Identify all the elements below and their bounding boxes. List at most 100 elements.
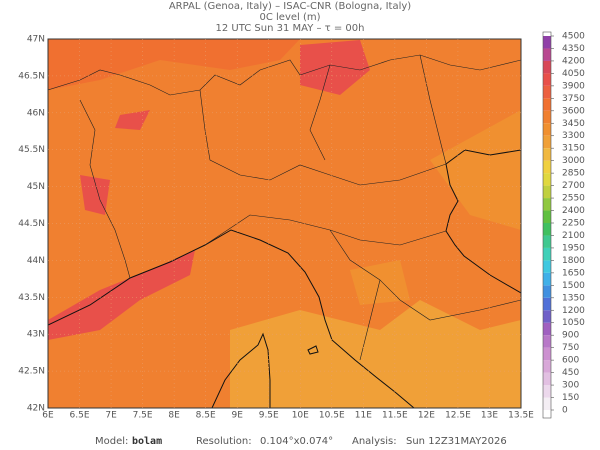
colorbar-label: 4050 (562, 69, 585, 79)
colorbar-swatch (543, 272, 551, 286)
colorbar-swatch (543, 397, 551, 410)
border (309, 54, 447, 165)
footer-value: Sun 12Z31MAY2026 (406, 436, 507, 447)
colorbar-label: 3300 (562, 131, 585, 141)
lon-label: 11E (355, 411, 372, 421)
colorbar-swatch (543, 385, 551, 398)
colorbar-swatch (543, 297, 551, 311)
lon-label: 9E (231, 411, 243, 421)
footer-value: bolam (132, 436, 162, 447)
colorbar-label: 3750 (562, 94, 585, 104)
colorbar-label: 4500 (562, 32, 585, 42)
colorbar-swatch (543, 48, 551, 61)
colorbar-label: 1050 (562, 318, 585, 328)
colorbar-frame (542, 31, 552, 419)
field-zone (115, 110, 150, 130)
colorbar-swatch (543, 372, 551, 386)
footer-label: Model: (95, 436, 128, 447)
coastline (211, 332, 271, 408)
colorbar-label: 1650 (562, 268, 585, 278)
colorbar-label: 450 (562, 368, 579, 378)
colorbar-swatch (543, 110, 551, 124)
colorbar-label: 4350 (562, 44, 585, 54)
field-zone (230, 300, 521, 408)
lat-label: 46N (27, 108, 45, 118)
header-line: 0C level (m) (259, 12, 320, 23)
lon-label: 10.5E (319, 411, 345, 421)
lon-label: 7.5E (133, 411, 153, 421)
colorbar-swatch (543, 36, 551, 49)
footer-value: 0.104°x0.074° (260, 436, 333, 447)
coastline (307, 345, 319, 355)
colorbar-swatch (543, 148, 551, 161)
header-line: 12 UTC Sun 31 MAY – τ = 00h (216, 23, 365, 34)
lon-label: 9.5E (259, 411, 279, 421)
lat-label: 45.5N (18, 145, 45, 155)
lat-label: 46.5N (18, 71, 45, 81)
lon-label: 13.5E (508, 411, 534, 421)
lat-label: 45N (27, 182, 45, 192)
border (79, 99, 131, 279)
lat-label: 43N (27, 330, 45, 340)
colorbar-label: 2550 (562, 194, 585, 204)
border (199, 89, 447, 186)
lon-label: 12.5E (445, 411, 471, 421)
coastline (48, 229, 415, 408)
colorbar-swatch (543, 160, 551, 174)
colorbar-swatch (543, 223, 551, 236)
footer-label: Analysis: (352, 436, 397, 447)
lon-label: 8.5E (196, 411, 216, 421)
colorbar-swatch (543, 173, 551, 186)
field-zone (300, 40, 370, 95)
colorbar-label: 4200 (562, 56, 585, 66)
lon-label: 12E (418, 411, 435, 421)
field-zone (48, 250, 195, 340)
colorbar-label: 900 (562, 331, 579, 341)
colorbar-swatch (543, 335, 551, 348)
lat-label: 44.5N (18, 219, 45, 229)
lon-label: 6E (42, 411, 54, 421)
colorbar-swatch (543, 123, 551, 136)
colorbar-label: 300 (562, 381, 579, 391)
colorbar-label: 1800 (562, 256, 585, 266)
colorbar-swatch (543, 85, 551, 99)
colorbar-label: 3000 (562, 156, 585, 166)
colorbar-label: 1500 (562, 281, 585, 291)
lon-label: 11.5E (382, 411, 408, 421)
colorbar-swatch (543, 135, 551, 149)
colorbar-swatch (543, 260, 551, 273)
colorbar-label: 750 (562, 343, 579, 353)
border (204, 214, 521, 361)
colorbar-swatch (543, 360, 551, 373)
colorbar-swatch (543, 73, 551, 86)
colorbar-label: 1950 (562, 243, 585, 253)
colorbar-label: 600 (562, 356, 579, 366)
colorbar-swatch (543, 198, 551, 211)
lon-label: 8E (168, 411, 180, 421)
colorbar-label: 0 (562, 406, 568, 416)
colorbar-label: 2100 (562, 231, 585, 241)
lon-label: 6.5E (70, 411, 90, 421)
lat-label: 43.5N (18, 293, 45, 303)
colorbar-label: 3450 (562, 119, 585, 129)
colorbar-swatch (543, 210, 551, 223)
lon-label: 7E (105, 411, 117, 421)
colorbar-label: 2850 (562, 169, 585, 179)
colorbar-label: 2400 (562, 206, 585, 216)
lat-label: 44N (27, 256, 45, 266)
lon-label: 13E (481, 411, 498, 421)
colorbar-label: 3150 (562, 144, 585, 154)
colorbar-swatch (543, 285, 551, 298)
footer-label: Resolution: (196, 436, 252, 447)
colorbar-label: 3900 (562, 81, 585, 91)
map-field (48, 39, 521, 408)
colorbar-label: 2250 (562, 219, 585, 229)
lat-label: 42.5N (18, 367, 45, 377)
colorbar-swatch (543, 310, 551, 323)
field-zone (430, 110, 521, 230)
colorbar-swatch (543, 98, 551, 111)
colorbar-label: 1350 (562, 293, 585, 303)
header-line: ARPAL (Genoa, Italy) – ISAC-CNR (Bologna… (169, 1, 411, 12)
colorbar-label: 150 (562, 393, 579, 403)
